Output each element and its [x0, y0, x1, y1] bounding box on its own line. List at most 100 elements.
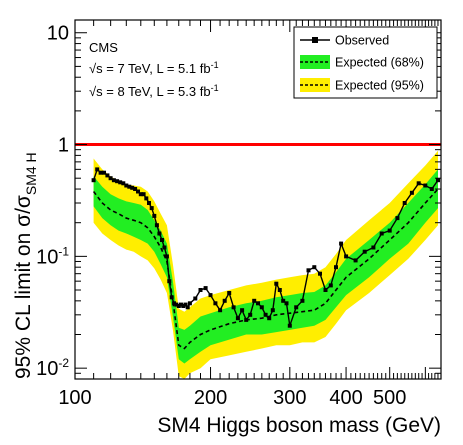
- observed-point: [133, 187, 138, 191]
- observed-point: [121, 181, 126, 186]
- observed-point: [91, 178, 96, 183]
- observed-point: [149, 206, 154, 211]
- observed-point: [108, 176, 113, 181]
- observed-point: [252, 298, 257, 303]
- annotation-line-2: √s = 8 TeV, L = 5.3 fb-1: [89, 83, 219, 99]
- legend-68-label: Expected (68%): [335, 56, 424, 70]
- observed-point: [353, 258, 358, 263]
- observed-point: [167, 279, 172, 284]
- y-axis-label: 95% CL limit on σ/σSM4 H: [12, 152, 39, 379]
- x-tick-label: 500: [373, 387, 406, 409]
- observed-point: [323, 288, 328, 292]
- observed-point: [379, 231, 384, 236]
- observed-point: [115, 179, 120, 184]
- legend-observed-label: Observed: [335, 34, 389, 48]
- observed-point: [318, 271, 322, 276]
- observed-point: [312, 265, 317, 270]
- observed-point: [284, 301, 289, 306]
- observed-point: [124, 183, 129, 188]
- annotation-block: CMS √s = 7 TeV, L = 5.1 fb-1 √s = 8 TeV,…: [89, 40, 219, 99]
- annotation-line-1-exp: -1: [211, 60, 219, 70]
- observed-point: [240, 308, 245, 313]
- observed-points: [91, 167, 440, 328]
- y-tick-label-exp: -1: [58, 244, 69, 258]
- y-tick-label-exp: -2: [58, 356, 69, 370]
- observed-point: [423, 183, 428, 188]
- observed-point: [270, 308, 275, 313]
- band-68-percent: [93, 169, 438, 364]
- observed-point: [306, 268, 311, 273]
- observed-point: [248, 312, 253, 317]
- observed-point: [198, 288, 203, 292]
- annotation-line-1-text: √s = 7 TeV, L = 5.1 fb: [89, 61, 211, 76]
- x-tick-label: 300: [273, 387, 306, 409]
- observed-point: [218, 308, 223, 313]
- observed-point: [181, 304, 186, 308]
- observed-point: [267, 316, 272, 321]
- observed-point: [169, 295, 174, 300]
- y-tick-label-base: 1: [58, 135, 69, 157]
- observed-point: [235, 316, 240, 321]
- observed-point: [328, 283, 333, 288]
- observed-point: [244, 317, 249, 322]
- observed-point: [287, 323, 292, 328]
- observed-point: [130, 185, 135, 190]
- legend-observed-marker: [312, 37, 318, 43]
- y-tick-label: 10-1: [36, 244, 69, 268]
- observed-point: [387, 228, 392, 233]
- observed-point: [144, 196, 149, 201]
- observed-point: [227, 291, 232, 295]
- observed-point: [193, 296, 198, 301]
- observed-point: [176, 304, 181, 308]
- y-tick-label-base: 10: [47, 23, 69, 45]
- y-tick-label: 10: [47, 23, 69, 45]
- x-axis-label: SM4 Higgs boson mass (GeV): [157, 414, 441, 437]
- observed-point: [127, 184, 132, 189]
- observed-point: [339, 241, 344, 246]
- observed-point: [179, 302, 183, 307]
- observed-point: [95, 167, 100, 172]
- observed-point: [395, 216, 400, 221]
- observed-point: [98, 170, 103, 175]
- y-tick-label: 10-2: [36, 356, 69, 380]
- plot-frame: [74, 19, 442, 380]
- observed-point: [277, 288, 282, 292]
- observed-point: [259, 305, 264, 310]
- annotation-line-2-exp: -1: [211, 83, 219, 93]
- y-axis-label-main: 95% CL limit on σ/σ: [12, 195, 35, 379]
- observed-point: [157, 231, 162, 236]
- expected-median-line: [92, 188, 439, 350]
- annotation-line-1: √s = 7 TeV, L = 5.1 fb-1: [89, 60, 219, 76]
- observed-point: [362, 249, 367, 254]
- observed-point: [300, 298, 305, 303]
- observed-point: [162, 245, 167, 250]
- y-tick-label: 1: [58, 135, 69, 157]
- observed-point: [231, 305, 236, 310]
- observed-point: [147, 201, 151, 205]
- observed-point: [160, 238, 164, 242]
- observed-point: [334, 265, 338, 270]
- observed-point: [409, 190, 414, 195]
- annotation-line-2-text: √s = 8 TeV, L = 5.3 fb: [89, 84, 211, 99]
- observed-point: [402, 201, 407, 205]
- x-tick-labels: 100 200 300 400 500: [58, 387, 406, 409]
- observed-point: [105, 173, 110, 178]
- observed-point: [174, 302, 179, 307]
- observed-point: [111, 178, 116, 183]
- observed-point: [208, 293, 213, 298]
- observed-point: [294, 305, 299, 310]
- observed-point: [203, 286, 208, 291]
- x-tick-label: 200: [194, 387, 227, 409]
- observed-point: [118, 180, 123, 185]
- y-axis-label-sub: SM4 H: [23, 152, 39, 195]
- observed-point: [141, 192, 146, 197]
- observed-point: [274, 281, 279, 286]
- observed-point: [222, 298, 227, 303]
- observed-point: [344, 254, 349, 259]
- observed-point: [213, 301, 218, 306]
- legend: Observed Expected (68%) Expected (95%): [293, 26, 438, 99]
- observed-point: [416, 181, 421, 186]
- observed-point: [164, 254, 169, 259]
- observed-point: [183, 302, 188, 307]
